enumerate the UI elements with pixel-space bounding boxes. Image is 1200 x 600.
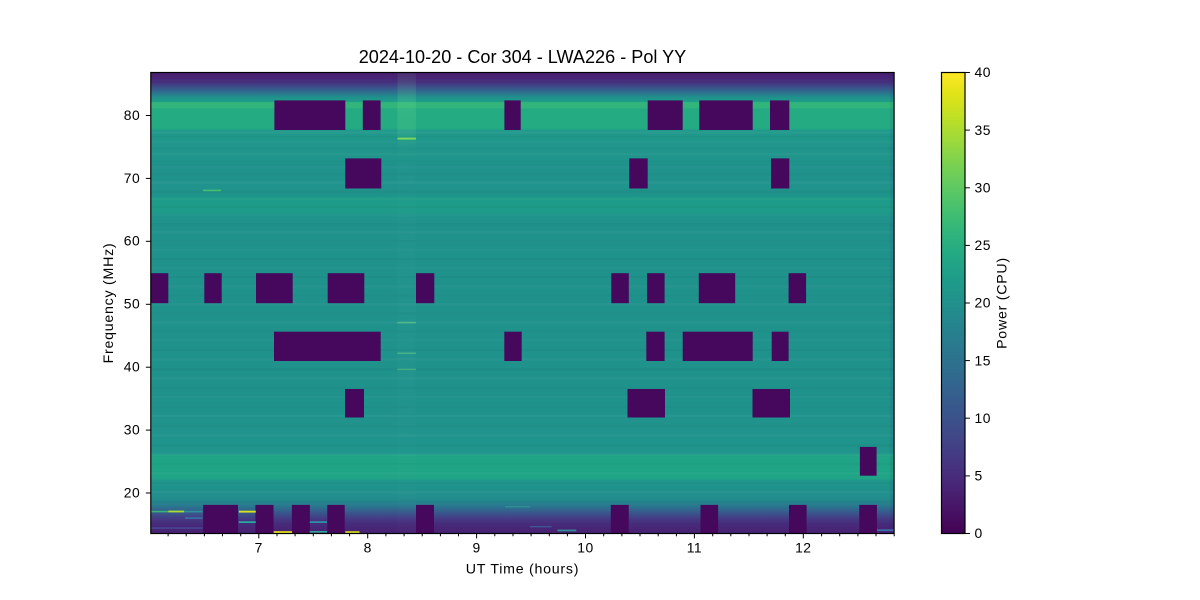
svg-text:20: 20 xyxy=(124,484,140,500)
svg-text:70: 70 xyxy=(124,170,140,186)
svg-text:50: 50 xyxy=(124,296,140,312)
svg-text:UT Time (hours): UT Time (hours) xyxy=(466,562,579,578)
svg-text:40: 40 xyxy=(124,359,140,375)
svg-text:7: 7 xyxy=(255,539,263,555)
svg-text:40: 40 xyxy=(975,64,991,80)
svg-text:Frequency (MHz): Frequency (MHz) xyxy=(101,243,117,364)
svg-text:15: 15 xyxy=(975,352,991,368)
svg-text:30: 30 xyxy=(124,422,140,438)
svg-text:Power (CPU): Power (CPU) xyxy=(994,257,1010,349)
svg-text:80: 80 xyxy=(124,107,140,123)
svg-text:10: 10 xyxy=(577,539,593,555)
svg-text:0: 0 xyxy=(975,525,983,541)
svg-text:25: 25 xyxy=(975,237,991,253)
svg-text:35: 35 xyxy=(975,122,991,138)
svg-text:12: 12 xyxy=(795,539,811,555)
svg-text:11: 11 xyxy=(687,539,702,555)
svg-text:10: 10 xyxy=(975,410,991,426)
svg-text:30: 30 xyxy=(975,179,991,195)
svg-text:9: 9 xyxy=(472,539,480,555)
svg-text:2024-10-20 - Cor 304 - LWA226: 2024-10-20 - Cor 304 - LWA226 - Pol YY xyxy=(359,47,687,67)
svg-text:8: 8 xyxy=(364,539,372,555)
svg-text:60: 60 xyxy=(124,233,140,249)
svg-text:5: 5 xyxy=(975,468,983,484)
svg-text:20: 20 xyxy=(975,295,991,311)
